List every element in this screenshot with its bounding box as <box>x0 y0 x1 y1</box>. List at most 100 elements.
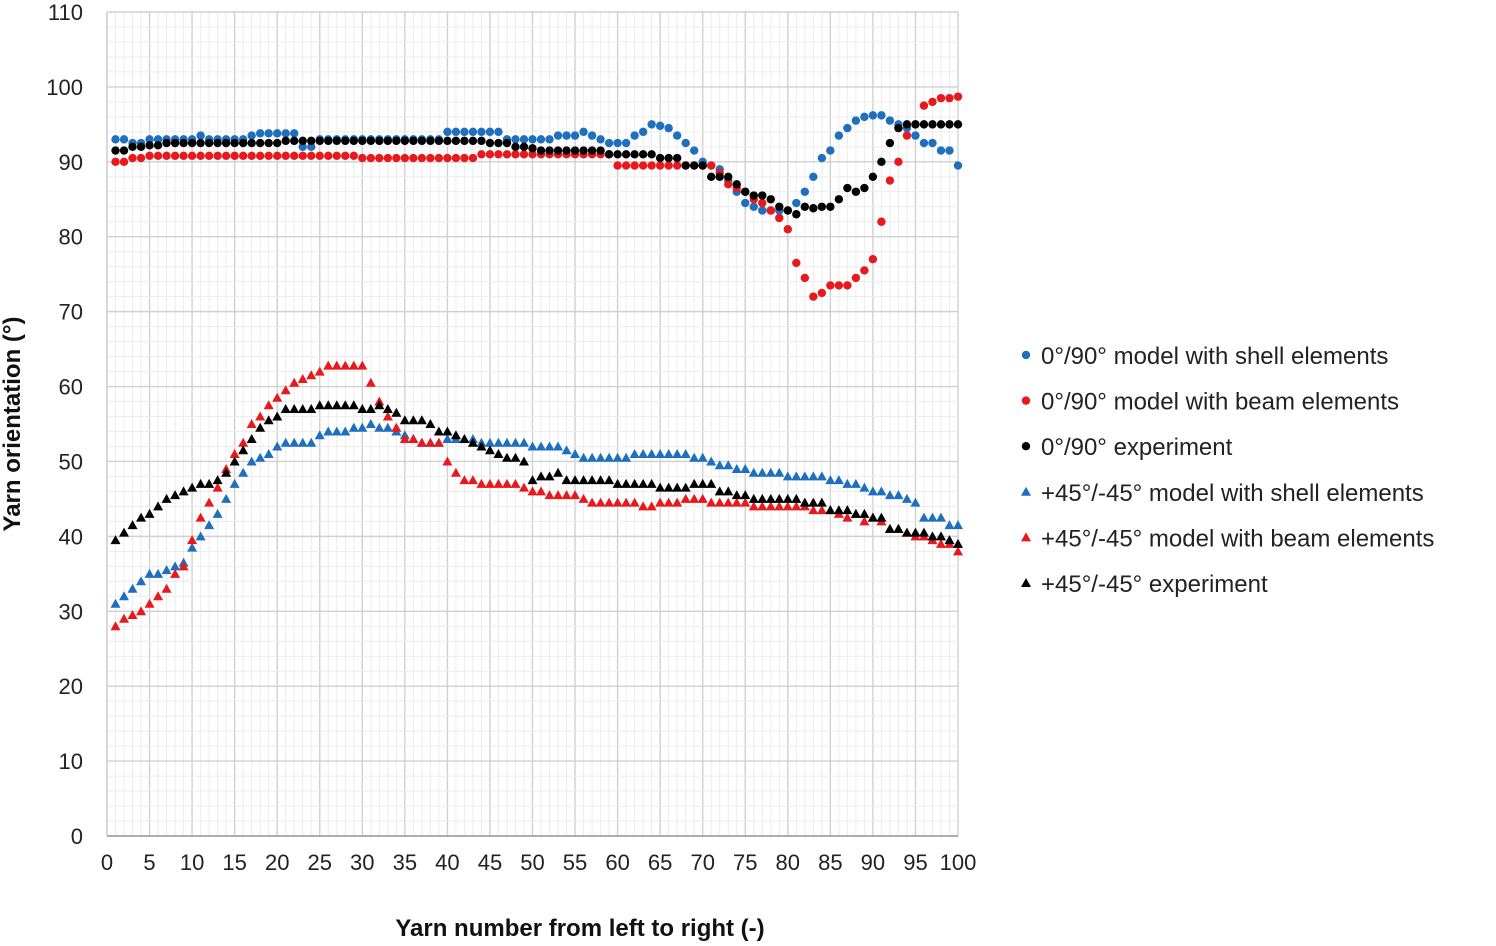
data-point-circle <box>936 93 946 103</box>
data-point-circle <box>655 121 665 131</box>
data-point-triangle <box>953 546 963 556</box>
data-point-triangle <box>646 478 657 488</box>
data-point-circle <box>264 138 273 148</box>
data-point-triangle <box>638 478 649 488</box>
data-point-circle <box>358 136 367 146</box>
data-point-circle <box>536 135 546 144</box>
data-point-triangle <box>527 441 538 451</box>
data-point-circle <box>800 187 810 196</box>
data-point-triangle <box>340 360 351 370</box>
data-point-circle <box>843 183 852 193</box>
data-point-circle <box>196 138 205 148</box>
data-point-circle <box>664 153 673 163</box>
data-point-circle <box>545 146 554 155</box>
data-point-triangle <box>910 527 921 537</box>
data-point-triangle <box>255 452 266 462</box>
data-point-triangle <box>723 486 734 496</box>
data-point-triangle <box>740 497 751 507</box>
data-point-circle <box>290 129 299 138</box>
data-point-triangle <box>144 568 155 578</box>
data-point-triangle <box>263 415 274 425</box>
data-point-triangle <box>672 497 683 507</box>
legend-item: 0°/90° model with beam elements <box>1021 389 1399 416</box>
x-axis-title: Yarn number from left to right (-) <box>395 915 764 942</box>
data-point-triangle <box>280 437 291 447</box>
data-point-circle <box>307 136 316 146</box>
data-point-triangle <box>340 426 351 436</box>
legend-marker-circle <box>1021 442 1031 451</box>
data-point-circle <box>477 127 486 137</box>
data-point-triangle <box>706 456 717 466</box>
data-point-triangle <box>170 561 181 571</box>
data-point-circle <box>570 146 580 155</box>
x-tick-label: 55 <box>563 850 587 875</box>
data-point-circle <box>298 136 307 146</box>
data-point-circle <box>792 258 801 268</box>
data-point-triangle <box>578 475 589 485</box>
data-point-circle <box>749 202 758 211</box>
data-point-triangle <box>638 501 649 511</box>
data-point-circle <box>213 138 222 148</box>
data-point-circle <box>655 153 665 163</box>
data-point-circle <box>273 138 282 148</box>
data-point-triangle <box>927 531 938 541</box>
data-point-triangle <box>314 430 325 440</box>
data-point-triangle <box>604 475 615 485</box>
legend-item: 0°/90° model with shell elements <box>1021 343 1388 370</box>
data-point-triangle <box>144 598 155 608</box>
data-point-circle <box>851 187 861 196</box>
data-point-circle <box>196 131 205 140</box>
data-point-triangle <box>229 478 240 488</box>
data-point-circle <box>672 153 682 163</box>
data-point-triangle <box>518 437 529 447</box>
data-point-triangle <box>297 374 308 384</box>
series-5 <box>110 360 963 631</box>
data-point-circle <box>698 161 707 170</box>
data-point-circle <box>298 142 307 152</box>
data-point-circle <box>953 161 963 170</box>
data-point-triangle <box>306 437 317 447</box>
data-point-triangle <box>757 467 768 477</box>
data-point-triangle <box>246 456 257 466</box>
data-point-triangle <box>246 419 257 428</box>
data-point-circle <box>502 150 512 159</box>
data-point-circle <box>826 281 835 290</box>
data-point-triangle <box>238 467 249 477</box>
legend-label: 0°/90° experiment <box>1041 434 1233 461</box>
data-point-circle <box>843 281 852 290</box>
data-point-circle <box>153 141 163 150</box>
data-point-circle <box>630 150 639 159</box>
legend-label: +45°/-45° model with beam elements <box>1041 525 1434 552</box>
data-point-circle <box>783 225 792 234</box>
data-point-triangle <box>765 501 776 511</box>
data-point-circle <box>587 131 597 140</box>
data-point-triangle <box>629 497 640 507</box>
data-point-triangle <box>884 490 895 500</box>
data-point-triangle <box>774 493 785 503</box>
data-point-circle <box>315 136 324 146</box>
data-point-triangle <box>425 437 436 447</box>
data-point-circle <box>349 136 358 146</box>
data-point-triangle <box>791 471 802 481</box>
data-point-triangle <box>782 471 793 481</box>
data-point-circle <box>621 138 631 148</box>
data-point-triangle <box>655 497 666 507</box>
data-point-circle <box>792 198 801 208</box>
data-point-circle <box>877 111 886 120</box>
data-point-triangle <box>484 445 495 455</box>
data-point-circle <box>460 153 469 163</box>
data-point-circle <box>655 161 665 170</box>
data-point-triangle <box>297 437 308 447</box>
data-point-triangle <box>365 419 376 428</box>
data-point-circle <box>621 150 631 159</box>
data-point-circle <box>621 161 631 170</box>
legend-marker-triangle <box>1021 578 1031 587</box>
data-point-triangle <box>833 475 844 485</box>
data-point-circle <box>187 138 197 148</box>
data-point-triangle <box>161 565 172 575</box>
data-point-triangle <box>510 452 521 462</box>
data-point-circle <box>434 136 444 146</box>
data-point-circle <box>426 153 435 163</box>
data-point-triangle <box>408 415 419 425</box>
data-point-circle <box>707 172 716 181</box>
